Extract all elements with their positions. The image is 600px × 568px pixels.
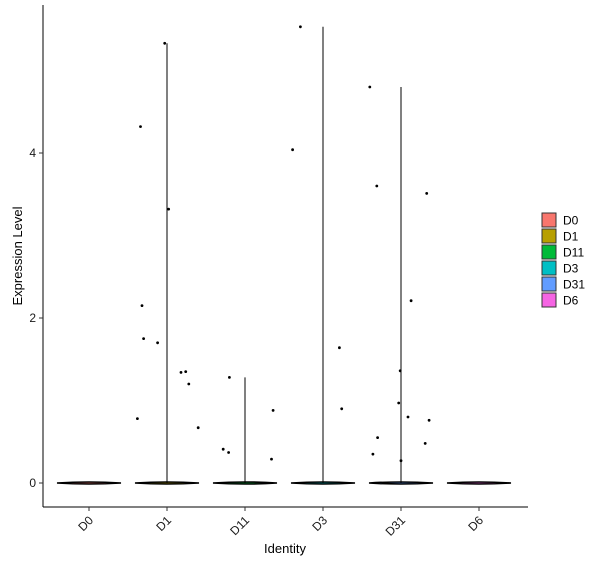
data-point [270, 457, 273, 461]
data-point [156, 341, 160, 345]
data-point [291, 148, 294, 152]
violin-d1 [134, 43, 200, 485]
data-point [163, 41, 167, 45]
violin-d11 [212, 377, 278, 485]
violin-d3 [290, 26, 356, 485]
y-tick-label: 2 [29, 311, 36, 325]
x-ticks: D0 D1 D11 D3 D31 D6 [75, 507, 486, 539]
legend: D0 D1 D11 D3 D31 D6 [541, 212, 585, 308]
data-point [399, 459, 403, 463]
legend-label: D11 [563, 246, 584, 260]
legend-swatch [541, 212, 557, 228]
y-ticks: 0 2 4 [29, 146, 43, 490]
data-point [397, 401, 401, 405]
y-axis-title: Expression Level [10, 206, 25, 305]
y-tick-label: 0 [29, 476, 36, 490]
legend-swatch [541, 228, 557, 244]
legend-swatch [541, 276, 557, 292]
x-tick-label: D11 [227, 513, 252, 538]
data-point [338, 346, 341, 350]
data-point [398, 369, 402, 373]
data-point [221, 447, 225, 451]
x-tick-label: D3 [309, 513, 330, 534]
x-tick-label: D31 [383, 513, 409, 539]
legend-swatch [541, 244, 557, 260]
legend-item-d11: D11 [541, 244, 584, 260]
legend-label: D31 [563, 278, 585, 292]
violin-d0 [56, 481, 122, 485]
data-point [196, 426, 200, 430]
data-point [423, 442, 427, 445]
data-point [167, 207, 171, 211]
points-layer [136, 25, 431, 463]
legend-swatch [541, 292, 557, 308]
violin-body-d6 [446, 481, 512, 485]
violins-layer [56, 26, 512, 485]
x-tick-label: D0 [75, 513, 96, 534]
legend-label: D6 [563, 294, 579, 308]
data-point [271, 409, 275, 412]
legend-item-d6: D6 [541, 292, 579, 308]
x-tick-label: D1 [153, 513, 174, 534]
violin-d6 [446, 481, 512, 485]
legend-swatch [541, 260, 557, 276]
data-point [142, 337, 146, 340]
legend-item-d0: D0 [541, 212, 579, 228]
data-point [140, 304, 144, 307]
violin-d31 [368, 87, 434, 485]
data-point [184, 370, 188, 373]
data-point [368, 85, 372, 89]
data-point [425, 192, 429, 195]
data-point [136, 417, 139, 420]
data-point [427, 418, 431, 422]
data-point [187, 382, 191, 386]
data-point [139, 125, 142, 128]
data-point [228, 376, 231, 379]
legend-item-d31: D31 [541, 276, 585, 292]
y-tick-label: 4 [29, 146, 36, 160]
data-point [375, 184, 379, 188]
data-point [340, 407, 344, 411]
data-point [371, 452, 375, 456]
legend-label: D0 [563, 214, 579, 228]
data-point [376, 436, 379, 439]
legend-label: D3 [563, 262, 579, 276]
legend-item-d3: D3 [541, 260, 579, 276]
data-point [227, 451, 231, 454]
legend-label: D1 [563, 230, 579, 244]
data-point [406, 415, 410, 419]
legend-item-d1: D1 [541, 228, 579, 244]
violin-body-d0 [56, 481, 122, 485]
data-point [179, 371, 183, 374]
data-point [409, 299, 413, 303]
data-point [299, 25, 302, 29]
x-tick-label: D6 [465, 513, 486, 534]
x-axis-title: Identity [264, 541, 306, 556]
